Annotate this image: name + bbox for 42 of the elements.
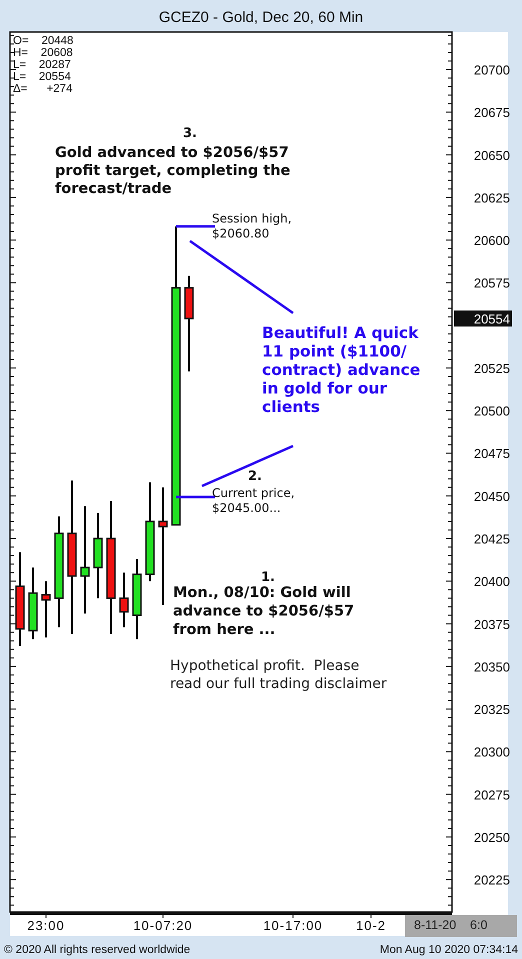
y-tick-label: 20400: [474, 574, 510, 590]
x-tick-label: 10-17:00: [263, 918, 323, 933]
annotation: 2.: [248, 469, 262, 484]
candlestick: [119, 572, 129, 628]
text: Mon Aug 10 2020 07:34:14: [380, 944, 519, 956]
annotation: Current price, $2045.00...: [212, 486, 295, 515]
y-tick-label: 20575: [474, 276, 510, 291]
y-tick-label: 20325: [474, 702, 510, 718]
y-tick-label: 20250: [474, 830, 510, 845]
y-tick-label: 20425: [474, 532, 510, 547]
text: © 2020 All rights reserved worldwide: [4, 944, 190, 956]
x-tick-label: 10-2: [356, 918, 386, 933]
annotation: Hypothetical profit. Please read our full trading disclaimer: [170, 658, 387, 692]
candlestick: [80, 505, 90, 615]
candlestick: [41, 580, 51, 638]
y-tick-label: 20600: [474, 233, 510, 248]
annotation: 1.: [261, 570, 275, 585]
text: 20554: [474, 312, 510, 327]
annotation: 3.: [183, 126, 197, 141]
y-tick-label: 20300: [474, 744, 510, 760]
y-tick-label: 20450: [474, 488, 510, 504]
y-tick-label: 20225: [474, 872, 510, 888]
y-tick-label: 20700: [474, 62, 510, 78]
annotation: Session high, $2060.80: [212, 211, 292, 240]
y-tick-label: 20275: [474, 787, 510, 802]
y-tick-label: 20375: [474, 616, 510, 632]
annotation: Gold advanced to $2056/$57 profit target, completing the forecast/trade: [55, 145, 291, 197]
text: 8-11-20 6:0: [414, 918, 488, 932]
y-tick-label: 20500: [474, 404, 510, 419]
y-tick-label: 20350: [474, 659, 510, 674]
y-tick-label: 20475: [474, 446, 510, 462]
x-tick-label: 23:00: [27, 918, 65, 933]
annotation: O= 20448 H= 20608 L= 20287 L= 20554 Δ= +274: [13, 35, 74, 95]
x-tick-label: 10-07:20: [133, 918, 193, 933]
annotation: Beautiful! A quick 11 point ($1100/ contract) advance in gold for our clients: [262, 324, 420, 416]
candlestick: [158, 486, 168, 606]
y-tick-label: 20625: [474, 190, 510, 206]
annotation: Mon., 08/10: Gold will advance to $2056/$57 from here ...: [173, 585, 354, 638]
y-tick-label: 20525: [474, 360, 510, 376]
chart-title: GCEZ0 - Gold, Dec 20, 60 Min: [158, 9, 364, 26]
y-tick-label: 20650: [474, 148, 510, 163]
y-tick-label: 20675: [474, 105, 510, 120]
